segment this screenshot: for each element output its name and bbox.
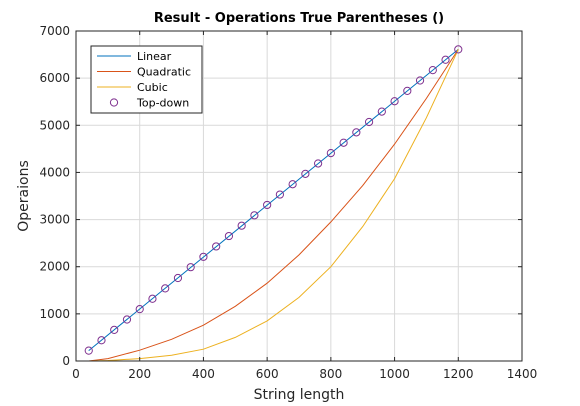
series-point-top-down xyxy=(314,159,323,168)
x-tick-label: 1400 xyxy=(507,367,538,381)
x-tick-label: 400 xyxy=(192,367,215,381)
series-point-top-down xyxy=(326,149,335,158)
series-point-top-down xyxy=(454,45,463,54)
chart-title: Result - Operations True Parentheses () xyxy=(154,11,444,26)
series-point-top-down xyxy=(199,252,208,261)
series-point-top-down xyxy=(364,117,374,127)
plot-border xyxy=(75,30,523,362)
y-tick-label: 4000 xyxy=(39,165,70,179)
legend-label-quadratic: Quadratic xyxy=(137,66,191,79)
series-point-top-down xyxy=(275,190,284,199)
series-point-top-down xyxy=(301,169,310,178)
y-tick-label: 2000 xyxy=(39,260,70,274)
x-axis-label: String length xyxy=(254,387,345,403)
series-point-top-down xyxy=(173,273,183,283)
ticks: 0 200 400 600 800 1000 1200 1400 0 1000 2000 3000 40… xyxy=(39,24,537,381)
series-point-top-down xyxy=(403,86,412,95)
y-tick-label: 1000 xyxy=(39,307,70,321)
y-tick-label: 7000 xyxy=(39,24,70,38)
series-point-top-down xyxy=(377,107,386,116)
x-tick-label: 0 xyxy=(72,367,80,381)
series-point-top-down xyxy=(212,242,221,251)
legend-label-linear: Linear xyxy=(137,50,172,63)
series-point-top-down xyxy=(352,128,361,137)
legend-swatch-top-down xyxy=(109,98,119,107)
legend-label-cubic: Cubic xyxy=(137,81,168,94)
y-tick-label: 0 xyxy=(62,354,70,368)
legend-box xyxy=(90,45,203,114)
grid xyxy=(76,31,522,361)
series-point-top-down xyxy=(84,346,93,355)
series-point-top-down xyxy=(339,138,348,147)
series-point-top-down xyxy=(237,221,246,230)
y-axis-label: Operaions xyxy=(16,160,32,231)
y-tick-label: 3000 xyxy=(39,213,70,227)
series-point-top-down xyxy=(122,315,132,324)
y-tick-label: 5000 xyxy=(39,118,70,132)
series-point-top-down xyxy=(250,211,259,220)
x-tick-label: 200 xyxy=(128,367,151,381)
x-tick-label: 800 xyxy=(319,367,342,381)
series-point-top-down xyxy=(390,97,399,106)
series-point-top-down xyxy=(441,55,450,64)
series-line-quadratic xyxy=(88,49,459,362)
y-tick-label: 6000 xyxy=(39,71,70,85)
series-point-top-down xyxy=(428,66,437,75)
series-point-top-down xyxy=(161,284,170,293)
series-point-top-down xyxy=(224,231,234,241)
x-tick-label: 1000 xyxy=(379,367,410,381)
series-point-top-down xyxy=(263,200,272,210)
x-tick-label: 1200 xyxy=(443,367,474,381)
legend: Linear Quadratic Cubic Top-down xyxy=(90,45,203,114)
x-tick-label: 600 xyxy=(256,367,279,381)
legend-label-top-down: Top-down xyxy=(136,97,189,110)
series-point-top-down xyxy=(288,180,297,189)
series-point-top-down xyxy=(97,336,106,345)
series-point-top-down xyxy=(415,76,425,85)
series-line-linear xyxy=(88,49,459,351)
series-point-top-down xyxy=(186,263,195,272)
series-point-top-down xyxy=(148,294,157,303)
series-point-top-down xyxy=(110,325,119,334)
series-point-top-down xyxy=(135,305,144,314)
